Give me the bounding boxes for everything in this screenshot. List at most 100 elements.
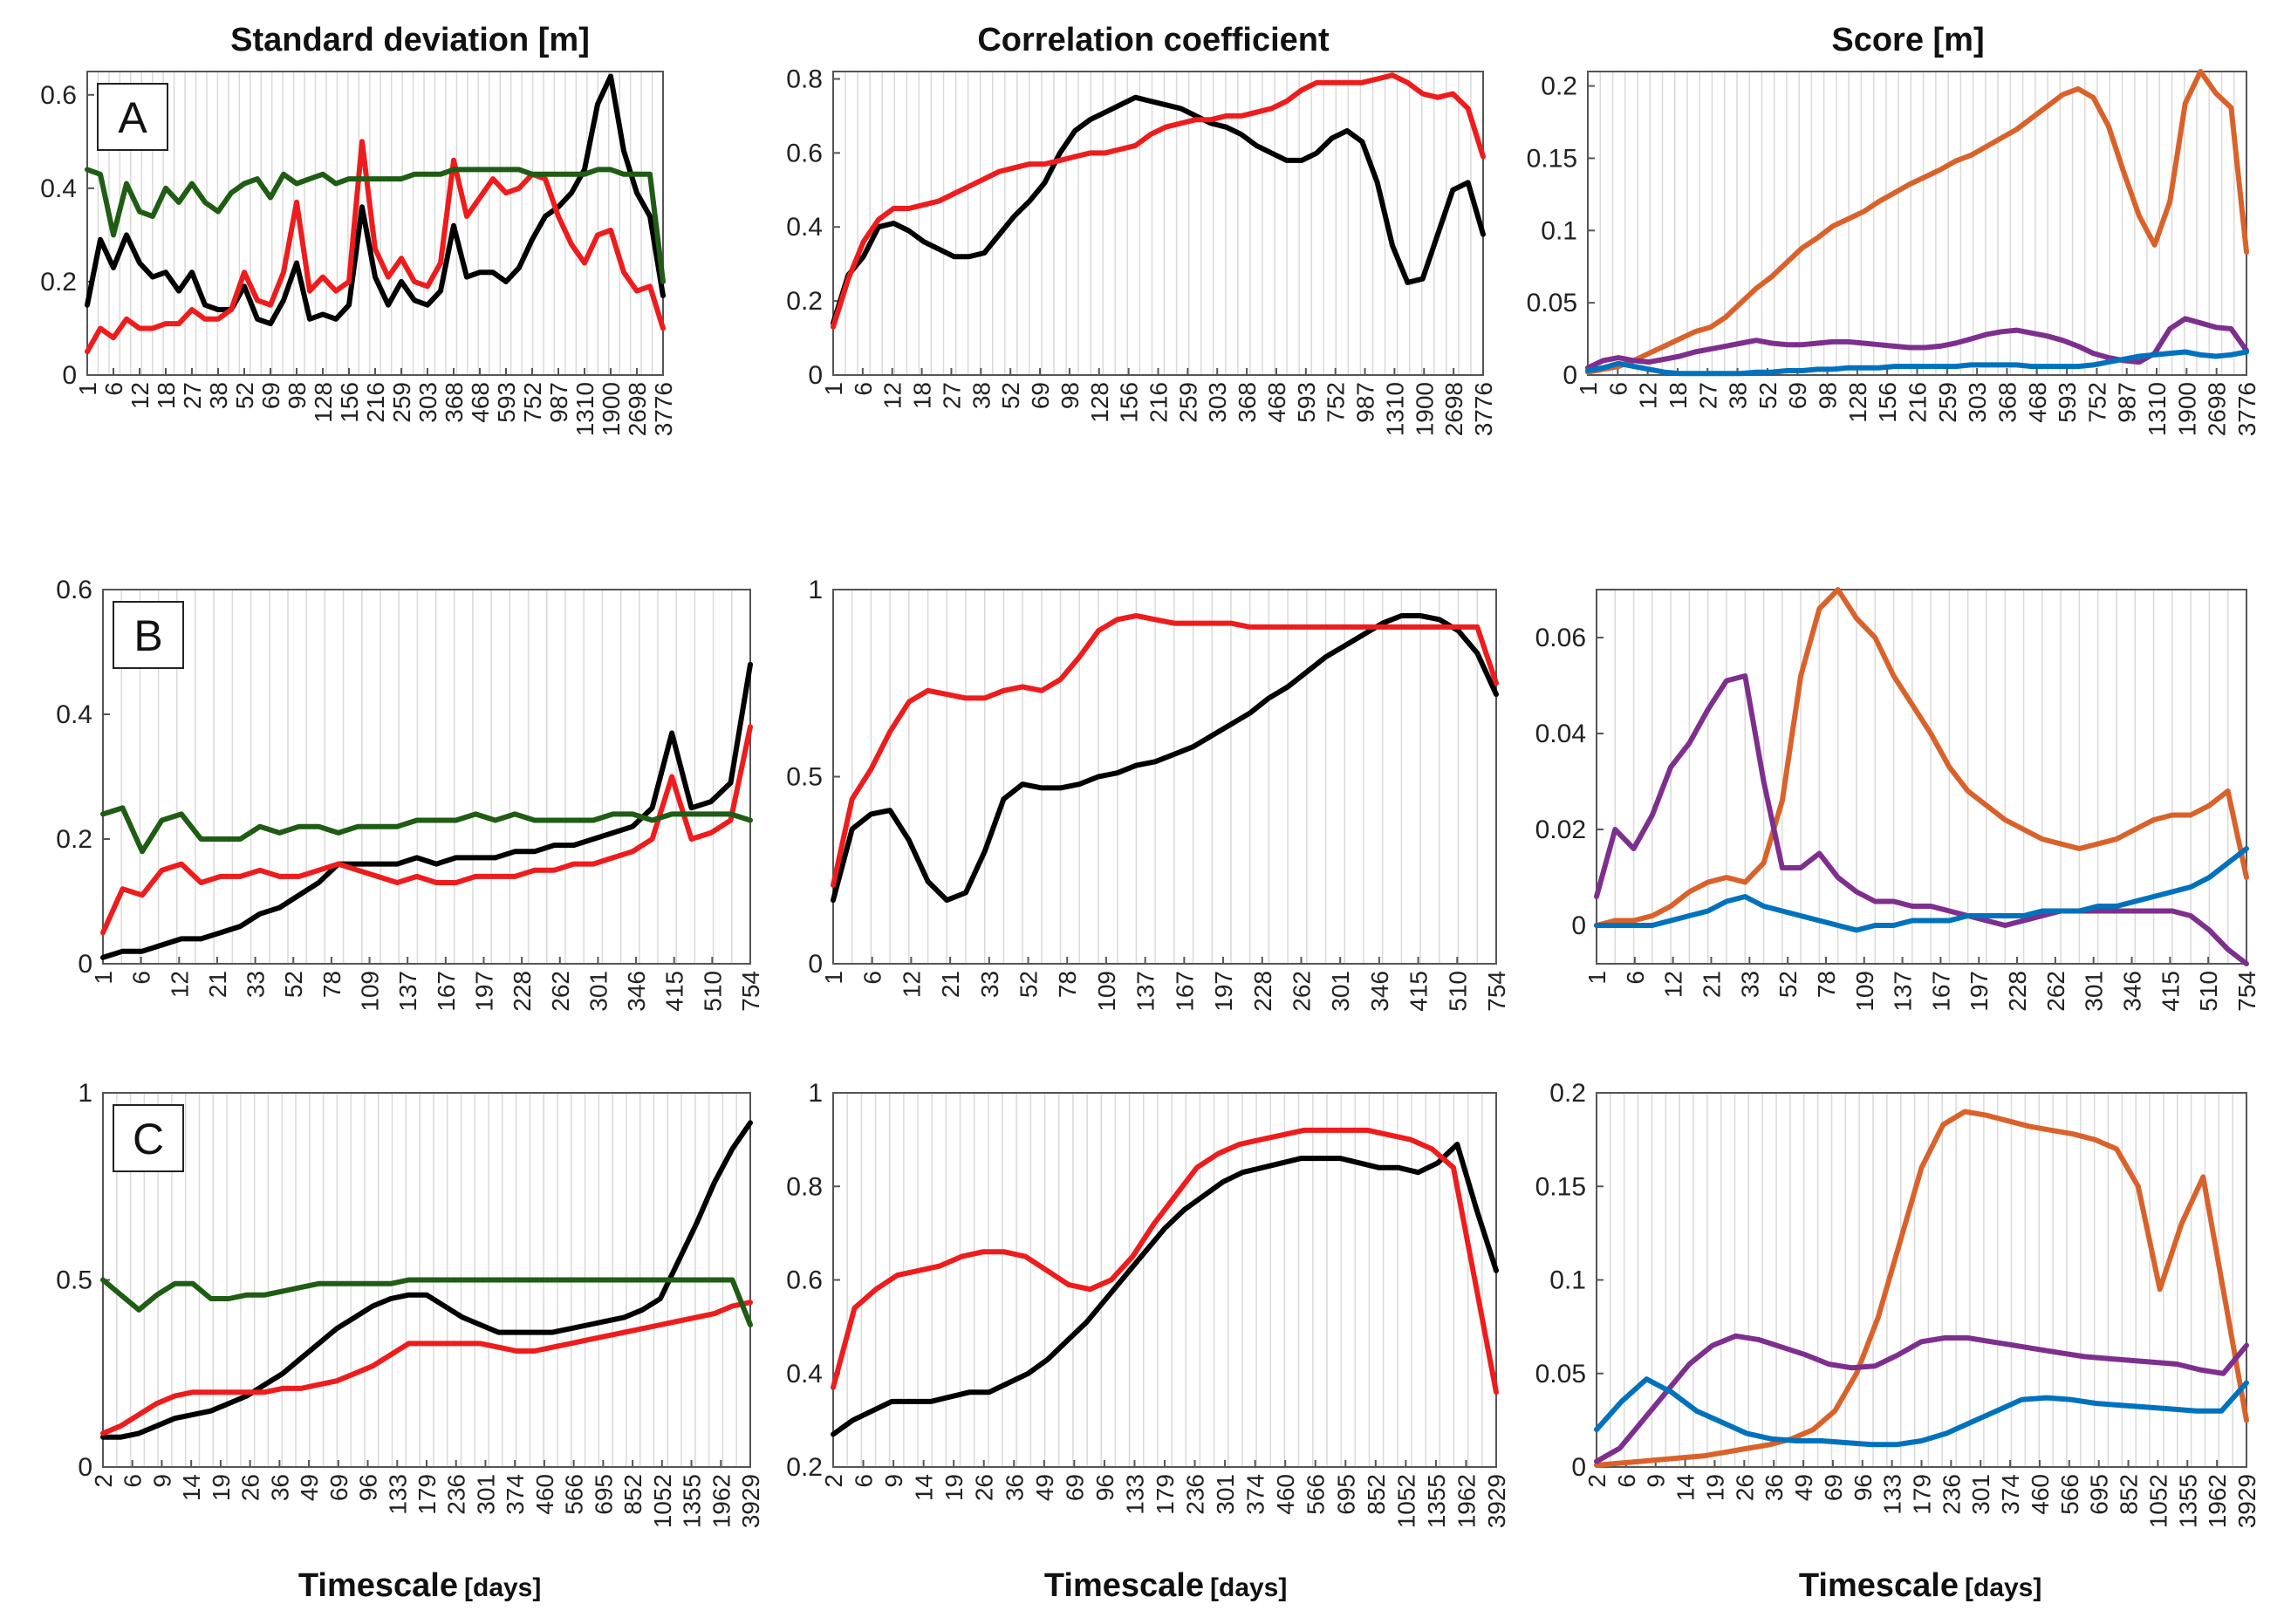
- x-tick-label: 301: [2081, 971, 2108, 1012]
- x-tick-label: 14: [1672, 1474, 1699, 1501]
- x-tick-label: 593: [2054, 382, 2081, 423]
- x-tick-label: 26: [1731, 1474, 1758, 1501]
- x-tick-label: 236: [1938, 1474, 1965, 1515]
- panel-letter-C: C: [113, 1104, 184, 1172]
- x-tick-label: 49: [1790, 1474, 1817, 1501]
- x-tick-label: 346: [623, 971, 650, 1012]
- x-tick-label: 1962: [708, 1474, 735, 1528]
- x-tick-label: 1962: [1453, 1474, 1480, 1528]
- x-tick-label: 18: [909, 382, 936, 409]
- x-tick-label: 167: [1927, 971, 1954, 1012]
- x-tick-label: 1052: [2144, 1474, 2171, 1528]
- x-tick-label: 346: [1366, 971, 1393, 1012]
- x-tick-label: 216: [362, 382, 389, 423]
- x-tick-label: 27: [179, 382, 206, 409]
- series-purple-line: [1594, 1333, 2249, 1464]
- y-tick-label: 0.2: [1541, 72, 1577, 101]
- xaxis-title-col3: Timescale [days]: [1799, 1567, 2041, 1604]
- y-axis: 0 0.2 0.4 0.6: [56, 576, 110, 979]
- x-tick-label: 14: [178, 1474, 205, 1501]
- y-tick-label: 0: [78, 950, 92, 979]
- y-axis: 00.51: [56, 1079, 110, 1482]
- xaxis-title-col2: Timescale [days]: [1044, 1567, 1287, 1604]
- y-tick-label: 0.4: [786, 213, 823, 242]
- x-tick-label: 1: [90, 971, 117, 985]
- series-green-line: [100, 805, 753, 855]
- grid-lines: [86, 72, 664, 375]
- x-tick-label: 460: [531, 1474, 558, 1515]
- x-tick-label: 468: [467, 382, 494, 423]
- x-tick-label: 52: [997, 382, 1024, 409]
- xaxis-label: Timescale: [1044, 1567, 1204, 1604]
- y-tick-label: 0.05: [1535, 1360, 1586, 1389]
- x-tick-label: 3776: [2233, 382, 2260, 436]
- y-tick-label: 0: [808, 950, 823, 979]
- x-axis: 2 6 9 14 19 26 36 49 69 96 133 179 236 301 374 460 566 69…: [90, 1460, 764, 1528]
- y-axis: 0 0.2 0.4 0.6: [40, 81, 94, 390]
- x-tick-label: 3929: [1483, 1474, 1510, 1528]
- x-tick-label: 987: [1352, 382, 1379, 423]
- x-tick-label: 1355: [1423, 1474, 1450, 1528]
- x-axis: 1 6 12 18 27 38 52 69 98 128 156 216 259 303 368 468 593…: [74, 368, 677, 436]
- x-tick-label: 2698: [1440, 382, 1467, 436]
- x-tick-label: 33: [243, 971, 270, 998]
- series-red-line: [831, 613, 1499, 888]
- x-tick-label: 368: [1993, 382, 2021, 423]
- x-tick-label: 69: [1784, 382, 1811, 409]
- y-tick-label: 0.8: [786, 65, 823, 93]
- x-tick-label: 19: [1701, 1474, 1728, 1501]
- y-tick-label: 0.04: [1535, 720, 1586, 748]
- x-tick-label: 1310: [2144, 382, 2171, 436]
- panel-letter-text: B: [133, 611, 162, 660]
- x-tick-label: 346: [2119, 971, 2146, 1012]
- y-tick-label: 0.1: [1549, 1266, 1586, 1295]
- x-tick-label: 593: [1293, 382, 1320, 423]
- x-tick-label: 695: [1332, 1474, 1359, 1515]
- series-black-line: [100, 661, 753, 960]
- x-tick-label: 259: [1934, 382, 1961, 423]
- x-tick-label: 98: [1815, 382, 1842, 409]
- x-tick-label: 156: [1874, 382, 1901, 423]
- x-tick-label: 752: [1323, 382, 1350, 423]
- panel-A-std: 0 0.2 0.4 0.6 1 6 12 18 27 38 52 69 98 128 156 216 259 30…: [40, 71, 677, 436]
- x-tick-label: 1310: [1381, 382, 1408, 436]
- x-tick-label: 96: [1091, 1474, 1118, 1501]
- axes-frame: [832, 589, 1497, 965]
- x-tick-label: 1900: [2173, 382, 2200, 436]
- x-tick-label: 262: [1288, 971, 1315, 1012]
- x-tick-label: 852: [1363, 1474, 1390, 1515]
- x-tick-label: 228: [509, 971, 536, 1012]
- x-tick-label: 197: [1966, 971, 1993, 1012]
- y-tick-label: 0.2: [40, 268, 77, 297]
- panel-C-corr: 0.20.40.60.812 6 9 14 19 26 36 49 69 96 133 179 236 3…: [786, 1079, 1510, 1528]
- x-tick-label: 179: [1152, 1474, 1179, 1515]
- series-orange-line: [1594, 587, 2249, 928]
- x-tick-label: 26: [237, 1474, 264, 1501]
- x-tick-label: 19: [208, 1474, 235, 1501]
- x-tick-label: 6: [1613, 1474, 1640, 1488]
- x-tick-label: 21: [1698, 971, 1725, 998]
- y-tick-label: 1: [78, 1079, 92, 1108]
- panel-letter-box: [97, 83, 168, 151]
- y-axis: 0.2 0.4 0.6 0.8 1: [786, 1079, 840, 1482]
- y-tick-label: 0.2: [56, 825, 92, 854]
- x-tick-label: 128: [1086, 382, 1113, 423]
- x-tick-label: 566: [1303, 1474, 1330, 1515]
- series-blue-line: [1594, 846, 2249, 933]
- x-tick-label: 12: [1660, 971, 1687, 998]
- x-tick-label: 3929: [737, 1474, 764, 1528]
- y-tick-label: 0.1: [1541, 216, 1577, 245]
- axes-frame: [102, 589, 751, 965]
- x-tick-label: 216: [1145, 382, 1173, 423]
- x-tick-label: 9: [880, 1474, 907, 1488]
- x-tick-label: 36: [266, 1474, 293, 1501]
- x-tick-label: 6: [851, 1474, 878, 1488]
- x-tick-label: 167: [433, 971, 460, 1012]
- x-tick-label: 228: [1249, 971, 1276, 1012]
- x-tick-label: 167: [1171, 971, 1198, 1012]
- x-tick-label: 1962: [2204, 1474, 2231, 1528]
- x-tick-label: 12: [898, 971, 925, 998]
- y-tick-label: 0.2: [786, 1453, 823, 1482]
- y-axis: 00.51: [786, 576, 840, 979]
- x-tick-label: 9: [1643, 1474, 1670, 1488]
